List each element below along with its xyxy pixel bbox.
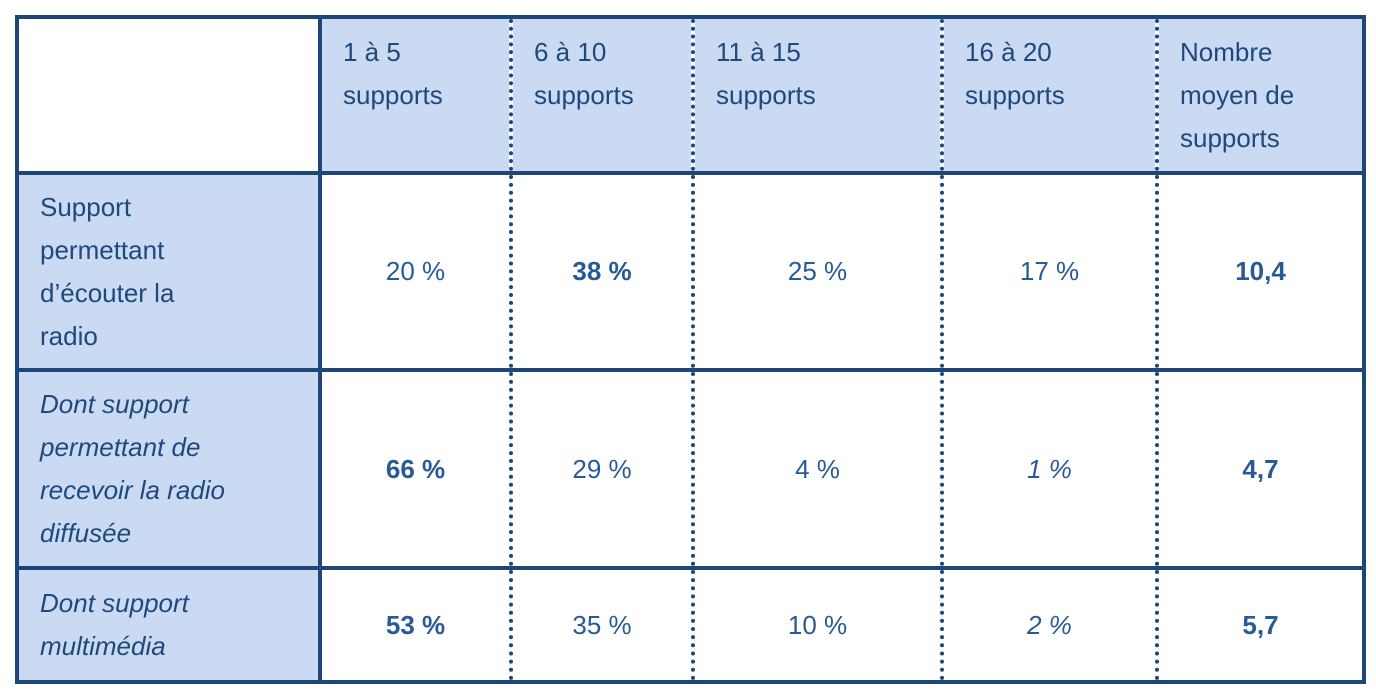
column-header-average: Nombre moyen de supports bbox=[1155, 17, 1364, 173]
value-cell: 2 % bbox=[940, 566, 1157, 682]
value-cell: 66 % bbox=[320, 368, 511, 568]
value-cell: 4 % bbox=[691, 368, 942, 568]
value-cell: 35 % bbox=[509, 566, 693, 682]
column-header-11-15: 11 à 15 supports bbox=[691, 17, 942, 173]
value-cell: 17 % bbox=[940, 171, 1157, 370]
corner-cell bbox=[17, 17, 322, 173]
value-cell: 10 % bbox=[691, 566, 942, 682]
row-support-ecouter-radio: Support permettant d’écouter la radio 20… bbox=[17, 171, 1364, 370]
value-cell: 1 % bbox=[940, 368, 1157, 568]
column-header-6-10: 6 à 10 supports bbox=[509, 17, 693, 173]
value-cell: 25 % bbox=[691, 171, 942, 370]
row-label: Dont support multimédia bbox=[17, 566, 322, 682]
value-cell: 53 % bbox=[320, 566, 511, 682]
value-cell: 5,7 bbox=[1155, 566, 1364, 682]
value-cell: 38 % bbox=[509, 171, 693, 370]
row-label: Dont support permettant de recevoir la r… bbox=[17, 368, 322, 568]
value-cell: 20 % bbox=[320, 171, 511, 370]
column-header-1-5: 1 à 5 supports bbox=[320, 17, 511, 173]
row-support-multimedia: Dont support multimédia 53 % 35 % 10 % 2… bbox=[17, 566, 1364, 682]
column-header-16-20: 16 à 20 supports bbox=[940, 17, 1157, 173]
value-cell: 10,4 bbox=[1155, 171, 1364, 370]
row-label: Support permettant d’écouter la radio bbox=[17, 171, 322, 370]
value-cell: 4,7 bbox=[1155, 368, 1364, 568]
table-header-row: 1 à 5 supports 6 à 10 supports 11 à 15 s… bbox=[17, 17, 1364, 173]
row-support-radio-diffusee: Dont support permettant de recevoir la r… bbox=[17, 368, 1364, 568]
value-cell: 29 % bbox=[509, 368, 693, 568]
supports-table: 1 à 5 supports 6 à 10 supports 11 à 15 s… bbox=[15, 15, 1366, 684]
